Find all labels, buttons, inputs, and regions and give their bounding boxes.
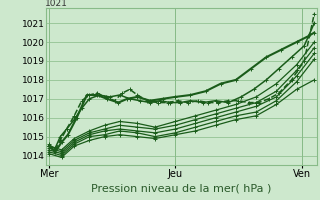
X-axis label: Pression niveau de la mer( hPa ): Pression niveau de la mer( hPa )	[92, 183, 272, 193]
Text: 1021: 1021	[45, 0, 68, 8]
